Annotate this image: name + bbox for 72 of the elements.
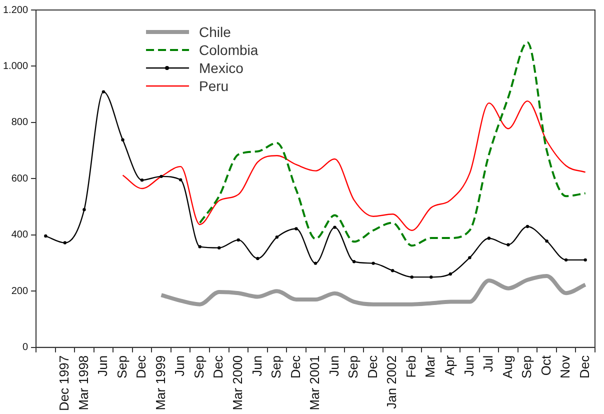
- x-tick-label: Dec: [576, 354, 592, 378]
- point: [102, 90, 106, 94]
- point: [178, 178, 182, 182]
- point: [390, 269, 394, 272]
- x-tick-label: Dec: [364, 354, 380, 378]
- x-tick-label: Sep: [268, 355, 284, 378]
- point: [584, 258, 587, 262]
- line-series: [159, 274, 588, 306]
- x-tick-label: Jun: [249, 355, 264, 376]
- x-tick-label: Dec 1997: [56, 355, 72, 412]
- y-tick-label: 1.200: [2, 4, 28, 16]
- legend-label: Mexico: [199, 60, 244, 76]
- line-series: [198, 41, 586, 247]
- point: [487, 236, 491, 240]
- point: [448, 272, 452, 276]
- x-tick-label: Sep: [191, 355, 206, 378]
- y-tick-label: 800: [11, 117, 28, 128]
- legend-label: Chile: [199, 24, 232, 40]
- line-series: [44, 90, 587, 279]
- point: [63, 241, 67, 244]
- legend-label: Colombia: [199, 42, 258, 58]
- x-tick-label: Jun: [172, 355, 188, 376]
- x-tick-label: Sep: [114, 355, 130, 378]
- point: [372, 262, 375, 265]
- point: [256, 256, 260, 260]
- point: [526, 224, 530, 228]
- y-tick-label: 600: [11, 173, 28, 184]
- point: [44, 234, 48, 238]
- x-tick-label: Feb: [403, 355, 418, 378]
- x-tick-label: Mar 2001: [307, 355, 322, 410]
- line-series: [122, 100, 586, 231]
- point: [198, 245, 202, 248]
- point: [218, 246, 221, 250]
- x-tick-label: Apr: [442, 354, 457, 376]
- point: [160, 174, 163, 178]
- x-tick-label: Dec: [288, 354, 303, 378]
- point: [333, 226, 336, 229]
- x-tick-label: Mar 2000: [230, 355, 245, 410]
- point: [121, 138, 124, 142]
- x-tick-label: Oct: [538, 354, 554, 376]
- x-tick-label: Jun: [95, 355, 110, 376]
- point: [506, 243, 510, 246]
- x-tick-label: Sep: [519, 355, 534, 378]
- x-tick-label: Mar 1999: [152, 355, 168, 410]
- y-tick-label: 400: [11, 230, 28, 241]
- x-tick-label: Dec: [210, 354, 226, 378]
- x-tick-label: Dec: [134, 354, 149, 378]
- y-tick-label: 200: [11, 286, 28, 297]
- y-tick-label: 0: [22, 342, 28, 354]
- x-tick-label: Aug: [500, 355, 515, 378]
- point: [236, 238, 240, 242]
- point: [294, 227, 298, 230]
- x-tick-label: Mar: [422, 354, 438, 378]
- x-tick-label: Jul: [480, 355, 496, 372]
- x-tick-label: Sep: [346, 355, 361, 378]
- x-tick-label: Mar 1998: [76, 355, 91, 410]
- point: [352, 260, 356, 264]
- point: [275, 236, 279, 239]
- legend-label: Peru: [199, 78, 229, 94]
- point: [564, 258, 568, 262]
- point: [468, 256, 472, 260]
- y-tick-label: 1.000: [2, 60, 28, 72]
- point: [82, 208, 86, 212]
- x-tick-label: Jun: [461, 355, 476, 376]
- point: [410, 275, 414, 279]
- point: [430, 275, 433, 279]
- x-tick-label: Jan 2002: [384, 355, 400, 409]
- point: [140, 178, 144, 182]
- point: [545, 239, 548, 243]
- x-tick-label: Jun: [326, 355, 342, 376]
- point: [314, 262, 318, 265]
- x-tick-label: Nov: [558, 354, 573, 378]
